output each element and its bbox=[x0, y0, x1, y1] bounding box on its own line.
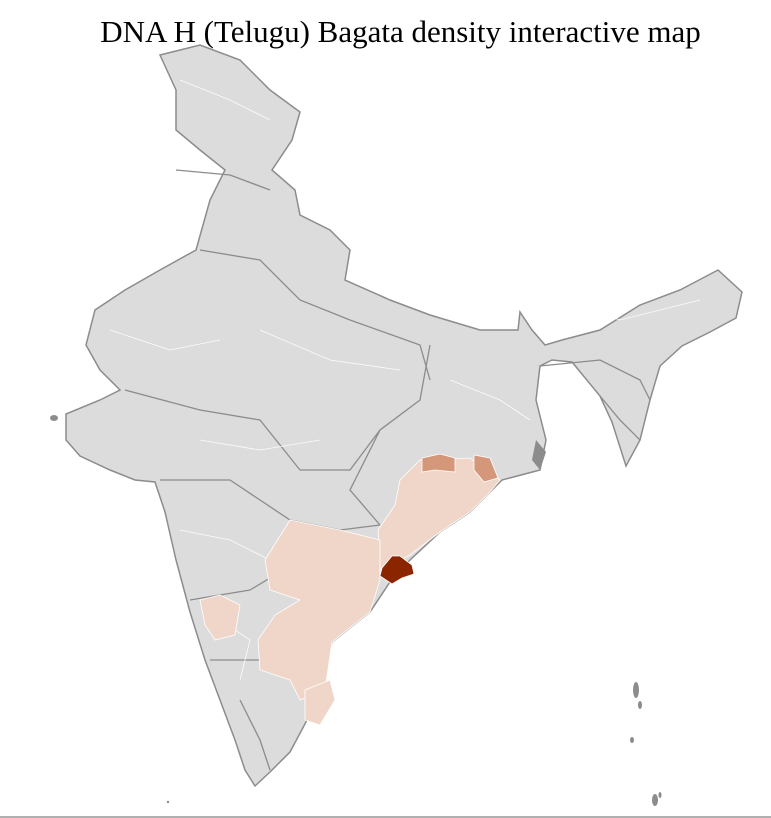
country-outline bbox=[65, 44, 743, 788]
bottom-divider bbox=[0, 816, 771, 818]
state-borders bbox=[124, 169, 651, 771]
region-low-density-andhra[interactable] bbox=[257, 519, 381, 701]
region-low-density-karnataka[interactable] bbox=[199, 594, 241, 641]
region-medium-density-1[interactable] bbox=[421, 453, 456, 473]
density-regions[interactable] bbox=[199, 453, 501, 726]
region-low-density-odisha[interactable] bbox=[377, 457, 501, 571]
region-high-density[interactable] bbox=[379, 555, 415, 585]
region-low-density-south[interactable] bbox=[304, 679, 336, 726]
region-medium-density-2[interactable] bbox=[473, 454, 499, 483]
islands bbox=[50, 415, 662, 806]
map-title: DNA H (Telugu) Bagata density interactiv… bbox=[100, 14, 701, 49]
